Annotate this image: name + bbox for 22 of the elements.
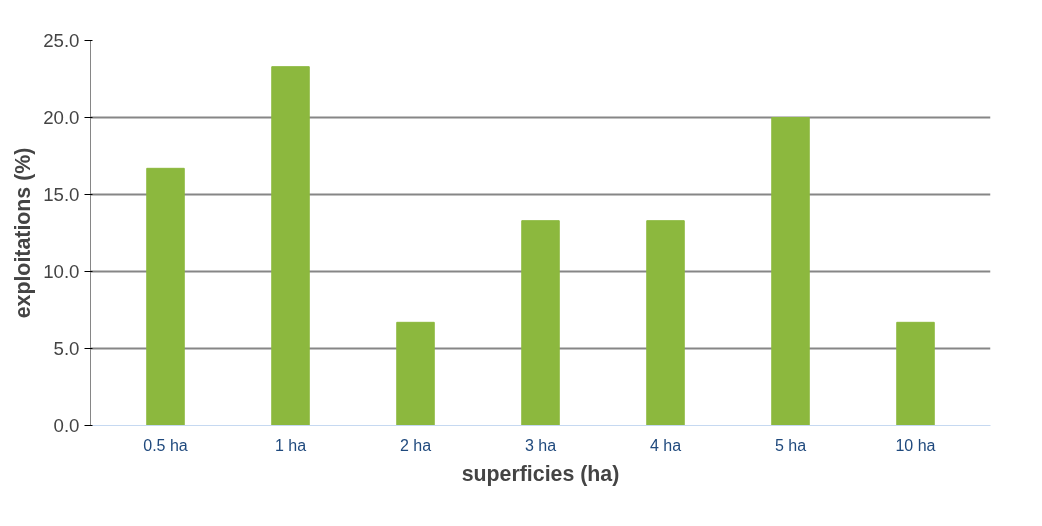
y-axis-title: exploitations (%) xyxy=(11,147,36,319)
x-tick-label: 4 ha xyxy=(649,436,682,454)
y-tick-label: 5.0 xyxy=(53,338,80,359)
x-tick-label: 1 ha xyxy=(274,436,307,454)
bar xyxy=(896,321,935,426)
y-tick-label: 10.0 xyxy=(43,261,80,282)
bar xyxy=(771,117,810,426)
bar xyxy=(146,167,185,426)
bar xyxy=(271,66,310,426)
bar xyxy=(396,321,435,426)
x-tick-label: 3 ha xyxy=(524,436,557,454)
x-tick-label: 0.5 ha xyxy=(143,436,188,454)
x-tick-label: 10 ha xyxy=(895,436,936,454)
x-tick-label: 5 ha xyxy=(774,436,807,454)
y-tick-label: 25.0 xyxy=(43,30,80,51)
bar xyxy=(521,220,560,426)
x-axis-title: superficies (ha) xyxy=(461,461,620,486)
y-tick-label: 20.0 xyxy=(43,107,80,128)
y-tick-label: 15.0 xyxy=(43,184,80,205)
bar xyxy=(646,220,685,426)
y-tick-label: 0.0 xyxy=(53,415,80,436)
x-tick-label: 2 ha xyxy=(399,436,432,454)
